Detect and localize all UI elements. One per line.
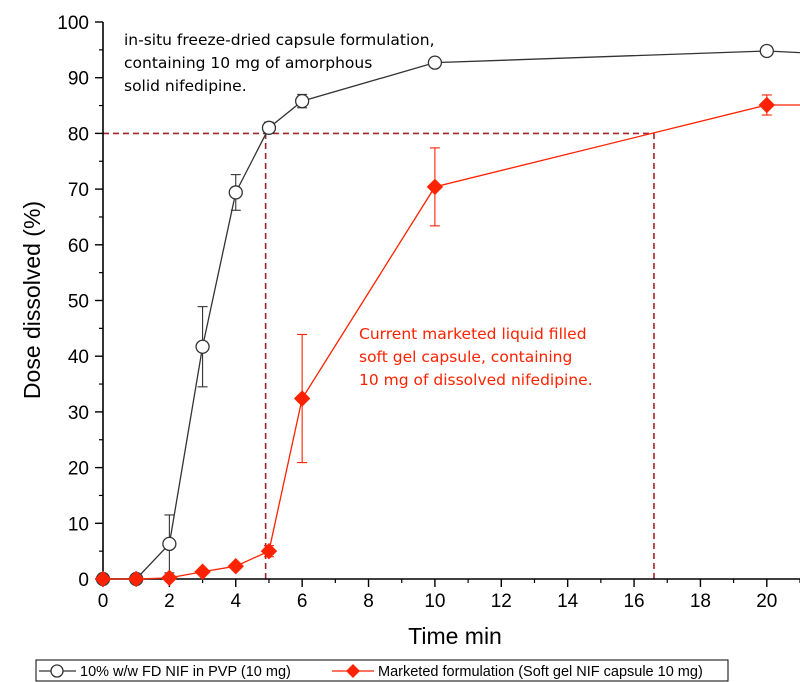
- legend-marker-open-circle: [50, 664, 64, 678]
- data-point: [260, 542, 278, 560]
- series-0: [95, 43, 800, 587]
- y-axis-title: Dose dissolved (%): [19, 201, 45, 399]
- series-line: [103, 104, 800, 580]
- x-tick-label: 6: [297, 591, 308, 612]
- x-tick-label: 4: [230, 591, 241, 612]
- series-1: [94, 94, 800, 588]
- data-point: [94, 570, 112, 588]
- annotation-freeze-dried-line: containing 10 mg of amorphous: [124, 54, 372, 72]
- legend-box: [35, 659, 729, 682]
- legend: 10% w/w FD NIF in PVP (10 mg) Marketed f…: [35, 659, 729, 682]
- y-tick-label: 10: [68, 514, 89, 535]
- data-point: [227, 557, 244, 575]
- y-tick-label: 90: [68, 69, 89, 90]
- annotation-marketed-line: 10 mg of dissolved nifedipine.: [359, 371, 593, 389]
- data-point: [195, 339, 210, 354]
- y-tick-label: 50: [68, 292, 89, 313]
- y-tick-label: 70: [68, 180, 89, 201]
- annotation-marketed-line: Current marketed liquid filled: [359, 325, 587, 343]
- data-point: [261, 120, 277, 135]
- annotation-freeze-dried-line: in-situ freeze-dried capsule formulation…: [124, 31, 435, 49]
- x-ticks: 0 2 4 6 8 10 12 14 16 18 20: [98, 579, 800, 612]
- y-tick-label: 0: [78, 570, 89, 591]
- reference-lines: [103, 132, 655, 579]
- x-tick-label: 20: [756, 591, 777, 612]
- annotation-freeze-dried: in-situ freeze-dried capsule formulation…: [124, 31, 439, 95]
- y-tick-label: 60: [68, 236, 89, 257]
- annotation-marketed: Current marketed liquid filled soft gel …: [359, 325, 593, 389]
- x-tick-label: 12: [491, 591, 512, 612]
- series-layer: [94, 43, 800, 588]
- x-tick-label: 18: [690, 591, 711, 612]
- legend-label-marketed: Marketed formulation (Soft gel NIF capsu…: [378, 664, 703, 680]
- y-tick-label: 100: [57, 13, 89, 34]
- y-tick-label: 80: [68, 124, 89, 145]
- y-tick-label: 40: [68, 347, 89, 368]
- x-tick-label: 8: [363, 591, 374, 612]
- data-point: [759, 43, 774, 59]
- data-point: [427, 55, 443, 70]
- data-point: [194, 563, 211, 580]
- legend-label-freeze-dried: 10% w/w FD NIF in PVP (10 mg): [80, 664, 291, 680]
- data-point: [228, 185, 243, 200]
- x-tick-label: 16: [623, 591, 644, 612]
- data-point: [426, 178, 444, 196]
- data-point: [293, 390, 311, 407]
- data-point: [162, 536, 177, 552]
- y-tick-label: 20: [68, 459, 89, 480]
- annotation-freeze-dried-line: solid nifedipine.: [124, 77, 247, 95]
- axes: 0 2 4 6 8 10 12 14 16 18 20 0 10 20 30 40 50 60 70 80 90 100: [57, 13, 800, 612]
- x-tick-label: 0: [98, 591, 109, 612]
- y-ticks: 0 10 20 30 40 50 60 70 80 90 100: [57, 13, 103, 591]
- y-tick-label: 30: [68, 403, 89, 424]
- x-axis-title: Time min: [408, 623, 502, 649]
- data-point: [758, 96, 776, 114]
- data-point: [127, 570, 145, 588]
- x-tick-label: 14: [557, 591, 579, 612]
- series-line: [103, 50, 800, 580]
- legend-marker-diamond: [346, 664, 360, 678]
- x-tick-label: 2: [164, 591, 175, 612]
- x-tick-label: 10: [424, 591, 445, 612]
- annotation-marketed-line: soft gel capsule, containing: [359, 348, 572, 366]
- data-point: [294, 93, 310, 109]
- data-point: [161, 569, 178, 587]
